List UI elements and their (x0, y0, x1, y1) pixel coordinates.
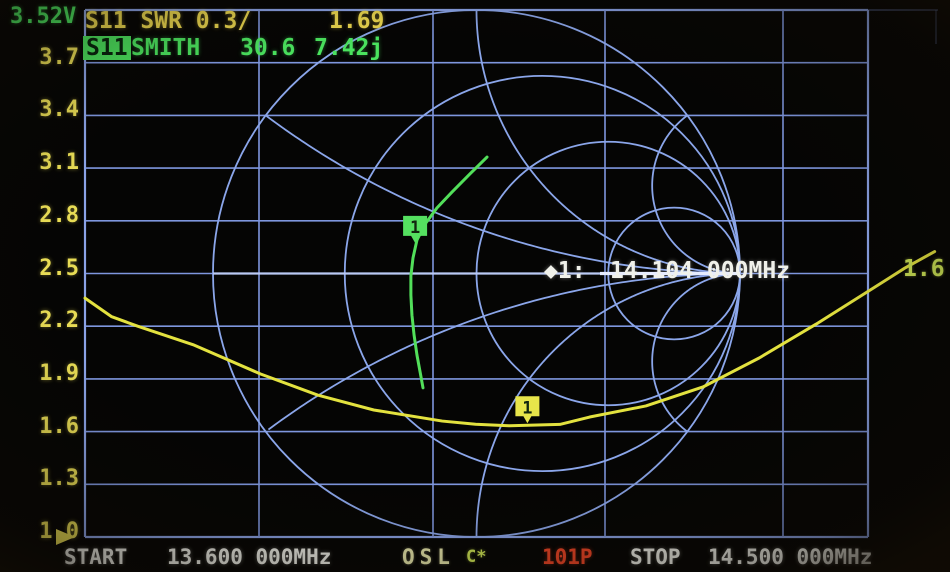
sweep-points: 101P (542, 545, 593, 569)
svg-text:1: 1 (410, 218, 420, 238)
start-frequency[interactable]: 13.600 000MHz (167, 545, 332, 569)
trace1-reactance-value: 7.42j (314, 35, 384, 61)
marker-readout-value: 1.6 (903, 256, 945, 282)
y-axis-label: 1.6 (39, 413, 79, 439)
trace1-resistance-value: 30.6 (240, 35, 296, 61)
trace0-swr-label[interactable]: S11 SWR 0.3/ (85, 8, 252, 34)
marker1-swr-flag[interactable]: 1 (515, 396, 540, 424)
trace0-swr-value: 1.69 (329, 8, 385, 34)
stop-frequency[interactable]: 14.500 000MHz (708, 545, 873, 569)
stop-label[interactable]: STOP (630, 545, 681, 569)
y-axis-label: 3.4 (39, 97, 79, 123)
y-axis-label: 2.5 (39, 255, 79, 281)
marker1-smith-flag[interactable]: 1 (403, 215, 428, 243)
trace1-channel-badge[interactable]: S11 (83, 36, 131, 60)
y-axis-label: 1.0 (39, 519, 79, 544)
y-axis-label: 2.8 (39, 202, 79, 228)
cal-method-status: OSL (402, 545, 455, 569)
y-axis-label: 2.2 (39, 308, 79, 334)
y-axis-label: 1.9 (39, 360, 79, 386)
y-axis-label: 1.3 (39, 466, 79, 492)
y-axis-label: 3.1 (39, 150, 79, 176)
battery-voltage: 3.52V (10, 4, 77, 29)
trace1-format-label[interactable]: SMITH (131, 35, 201, 61)
cal-flags: C* (466, 547, 487, 567)
marker-readout-id[interactable]: ◆1: (544, 258, 586, 284)
y-axis-label: 3.7 (39, 44, 79, 70)
start-label[interactable]: START (64, 545, 128, 569)
marker-readout-frequency: 14.104 000MHz (610, 258, 791, 284)
svg-text:1: 1 (522, 398, 532, 418)
